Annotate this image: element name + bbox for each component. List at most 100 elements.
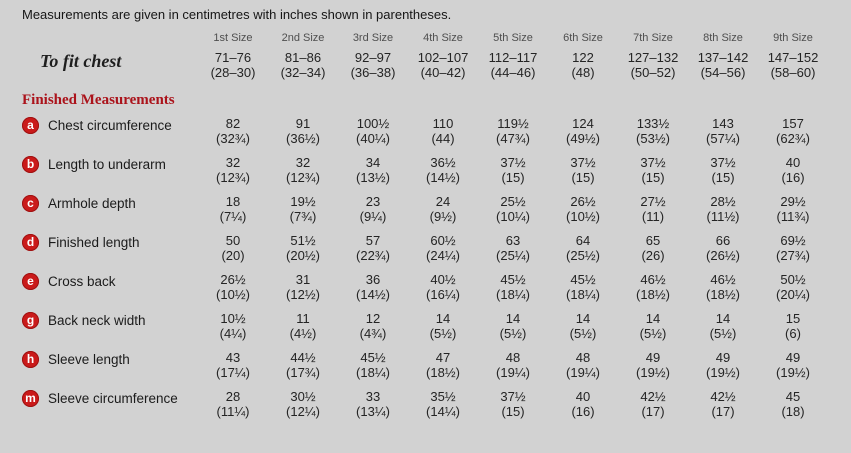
measurement-cell: 10½ (4¼) xyxy=(198,311,268,341)
inches-value: (18¼) xyxy=(496,287,530,302)
measurement-cell: 28½ (11½) xyxy=(688,194,758,224)
row-badge-d: d xyxy=(22,234,39,251)
measurement-cell: 92–97 (36–38) xyxy=(338,50,408,80)
inches-value: (17) xyxy=(711,404,735,419)
inches-value: (11) xyxy=(641,209,665,224)
cm-value: 29½ xyxy=(780,194,806,209)
measurement-cell: 33 (13¼) xyxy=(338,389,408,419)
measurement-cell: 66 (26½) xyxy=(688,233,758,263)
cm-value: 49 xyxy=(645,350,661,365)
size-column-header: 9th Size xyxy=(773,32,813,44)
inches-value: (10¼) xyxy=(496,209,530,224)
measurement-cell: 50 (20) xyxy=(198,233,268,263)
cm-value: 25½ xyxy=(500,194,526,209)
inches-value: (15) xyxy=(501,404,525,419)
row-label-cell: g Back neck width xyxy=(22,312,198,329)
measurement-cell: 18 (7¼) xyxy=(198,194,268,224)
inches-value: (10½) xyxy=(566,209,600,224)
size-column-header: 6th Size xyxy=(563,32,603,44)
cm-value: 14 xyxy=(645,311,661,326)
inches-value: (12½) xyxy=(286,287,320,302)
measurement-cell: 147–152 (58–60) xyxy=(758,50,828,80)
measurement-cell: 36 (14½) xyxy=(338,272,408,302)
cm-value: 122 xyxy=(572,50,594,65)
inches-value: (32–34) xyxy=(280,65,326,80)
table-row: c Armhole depth 18 (7¼) 19½ (7¾) 23 (9¼) 24 (9½) 2… xyxy=(22,194,851,224)
cm-value: 26½ xyxy=(220,272,246,287)
inches-value: (18½) xyxy=(706,287,740,302)
inches-value: (18) xyxy=(781,404,805,419)
inches-value: (20) xyxy=(221,248,245,263)
cm-value: 51½ xyxy=(290,233,316,248)
measurement-cell: 57 (22¾) xyxy=(338,233,408,263)
inches-value: (26½) xyxy=(706,248,740,263)
cm-value: 11 xyxy=(296,311,310,326)
measurement-cell: 37½ (15) xyxy=(478,389,548,419)
inches-value: (19½) xyxy=(636,365,670,380)
cm-value: 28 xyxy=(225,389,241,404)
cm-value: 14 xyxy=(435,311,451,326)
inches-value: (17¼) xyxy=(216,365,250,380)
cm-value: 50½ xyxy=(780,272,806,287)
measurement-cell: 40½ (16¼) xyxy=(408,272,478,302)
cm-value: 92–97 xyxy=(354,50,392,65)
measurement-cell: 143 (57¼) xyxy=(688,116,758,146)
cm-value: 12 xyxy=(365,311,381,326)
measurement-cell: 32 (12¾) xyxy=(198,155,268,185)
size-column-header: 7th Size xyxy=(633,32,673,44)
inches-value: (40–42) xyxy=(420,65,466,80)
inches-value: (14¼) xyxy=(426,404,460,419)
cm-value: 48 xyxy=(505,350,521,365)
measurement-cell: 127–132 (50–52) xyxy=(618,50,688,80)
measurement-cell: 27½ (11) xyxy=(618,194,688,224)
cm-value: 27½ xyxy=(640,194,666,209)
cm-value: 65 xyxy=(645,233,661,248)
cm-value: 81–86 xyxy=(284,50,322,65)
cm-value: 82 xyxy=(225,116,241,131)
cm-value: 69½ xyxy=(780,233,806,248)
measurement-cell: 14 (5½) xyxy=(688,311,758,341)
measurement-cell: 25½ (10¼) xyxy=(478,194,548,224)
size-column-header: 3rd Size xyxy=(352,32,394,44)
measurement-cell: 37½ (15) xyxy=(548,155,618,185)
inches-value: (15) xyxy=(711,170,735,185)
cm-value: 63 xyxy=(505,233,521,248)
table-row: m Sleeve circumference 28 (11¼) 30½ (12¼) 33 (1… xyxy=(22,389,851,419)
cm-value: 102–107 xyxy=(417,50,469,65)
inches-value: (6) xyxy=(785,326,801,341)
measurement-cell: 48 (19¼) xyxy=(478,350,548,380)
measurement-cell: 32 (12¾) xyxy=(268,155,338,185)
row-label: Length to underarm xyxy=(48,157,166,172)
measurement-cell: 37½ (15) xyxy=(618,155,688,185)
measurement-cell: 37½ (15) xyxy=(688,155,758,185)
cm-value: 45½ xyxy=(360,350,386,365)
inches-value: (36–38) xyxy=(350,65,396,80)
table-row: b Length to underarm 32 (12¾) 32 (12¾) 34 (13½)… xyxy=(22,155,851,185)
inches-value: (7¼) xyxy=(219,209,247,224)
measurement-cell: 112–117 (44–46) xyxy=(478,50,548,80)
cm-value: 50 xyxy=(225,233,241,248)
measurement-cell: 12 (4¾) xyxy=(338,311,408,341)
measurement-cell: 15 (6) xyxy=(758,311,828,341)
cm-value: 45½ xyxy=(570,272,596,287)
measurement-cell: 65 (26) xyxy=(618,233,688,263)
measurement-cell: 49 (19½) xyxy=(688,350,758,380)
inches-value: (11¾) xyxy=(776,209,810,224)
inches-value: (40¼) xyxy=(356,131,390,146)
cm-value: 10½ xyxy=(220,311,246,326)
inches-value: (22¾) xyxy=(356,248,390,263)
inches-value: (15) xyxy=(641,170,665,185)
cm-value: 32 xyxy=(295,155,311,170)
inches-value: (15) xyxy=(501,170,525,185)
cm-value: 36½ xyxy=(430,155,456,170)
inches-value: (18½) xyxy=(426,365,460,380)
measurement-cell: 35½ (14¼) xyxy=(408,389,478,419)
inches-value: (5½) xyxy=(499,326,527,341)
inches-value: (57¼) xyxy=(706,131,740,146)
measurement-cell: 23 (9¼) xyxy=(338,194,408,224)
measurement-cell: 40 (16) xyxy=(548,389,618,419)
table-row: d Finished length 50 (20) 51½ (20½) 57 (22¾) 60½… xyxy=(22,233,851,263)
row-badge-c: c xyxy=(22,195,39,212)
cm-value: 143 xyxy=(712,116,734,131)
cm-value: 33 xyxy=(365,389,381,404)
